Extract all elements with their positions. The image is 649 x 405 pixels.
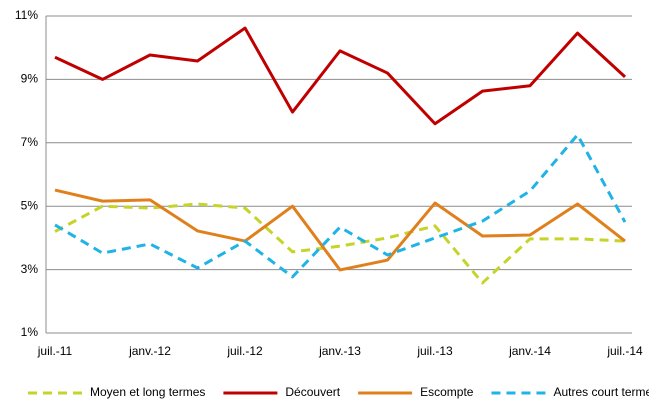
legend-label: Escompte: [420, 385, 474, 399]
x-tick-label: juil.-12: [226, 344, 263, 358]
y-tick-label: 11%: [15, 8, 38, 22]
legend-label: Découvert: [285, 385, 340, 399]
legend-label: Moyen et long termes: [90, 385, 205, 399]
series-line: [54, 26, 627, 126]
y-tick-label: 9%: [21, 72, 39, 86]
x-tick-label: juil.-14: [606, 344, 643, 358]
x-tick-label: juil.-13: [416, 344, 453, 358]
legend-label: Autres court terme: [553, 385, 649, 399]
series-line: [54, 202, 626, 285]
y-tick-label: 1%: [21, 325, 39, 339]
y-tick-label: 7%: [21, 135, 39, 149]
x-tick-label: janv.-12: [128, 344, 171, 358]
y-tick-label: 3%: [21, 262, 39, 276]
x-tick-label: janv.-14: [508, 344, 551, 358]
y-tick-label: 5%: [21, 198, 39, 212]
series-line: [54, 188, 626, 272]
x-tick-label: janv.-13: [318, 344, 361, 358]
x-tick-label: juil.-11: [37, 344, 73, 358]
